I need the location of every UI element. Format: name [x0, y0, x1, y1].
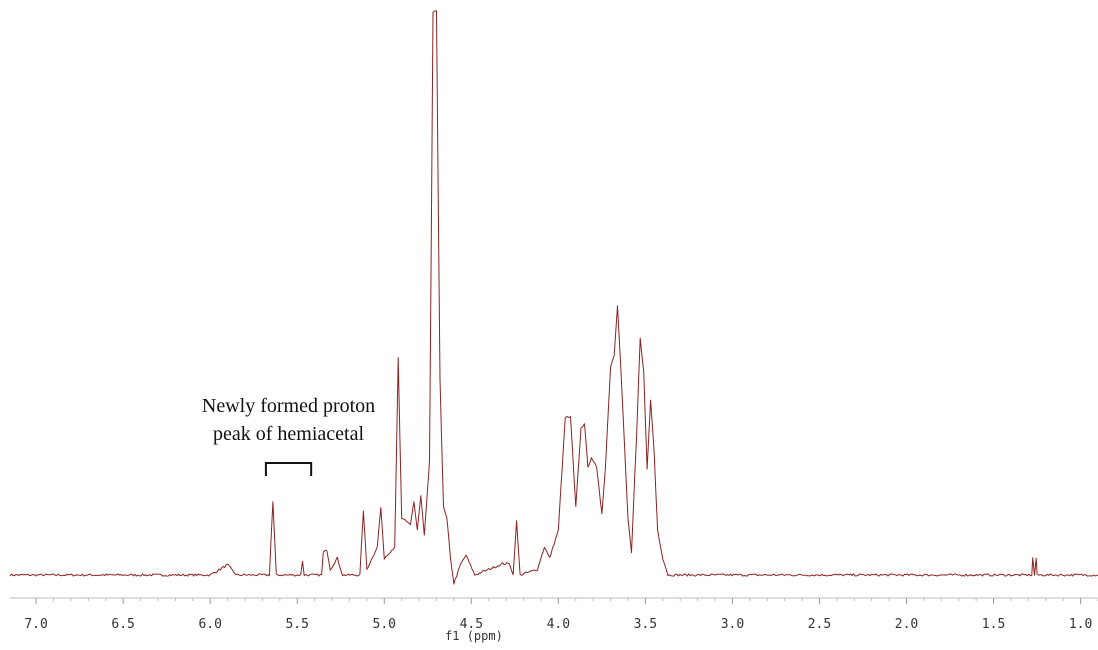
x-tick-label: 2.0	[895, 617, 918, 632]
x-tick-label: 4.5	[460, 617, 483, 632]
x-tick-label: 1.0	[1069, 617, 1092, 632]
x-axis-ticks	[35, 598, 1098, 604]
x-tick-label: 4.0	[547, 617, 570, 632]
x-axis-label: f1 (ppm)	[445, 629, 503, 643]
plot-area	[9, 10, 1098, 585]
annotation-line-1: Newly formed proton	[202, 395, 375, 417]
x-axis: 7.0 6.5 6.0 5.5 5.0 4.5 4.0 3.5 3.0 2.5 2.0 1.5 1.0 …	[10, 597, 1098, 643]
x-tick-label: 7.0	[24, 617, 47, 632]
annotation-line-2: peak of hemiacetal	[213, 423, 364, 445]
x-tick-label: 3.5	[634, 617, 657, 632]
x-axis-tick-labels: 7.0 6.5 6.0 5.5 5.0 4.5 4.0 3.5 3.0 2.5 2.0 1.5 1.0	[24, 617, 1092, 632]
annotation-bracket	[264, 462, 313, 476]
annotation-group: Newly formed proton peak of hemiacetal	[202, 395, 375, 476]
x-tick-label: 2.5	[808, 617, 831, 632]
spectrum-line	[9, 10, 1098, 585]
x-tick-label: 5.5	[285, 617, 308, 632]
x-tick-label: 6.5	[111, 617, 134, 632]
x-tick-label: 1.5	[982, 617, 1005, 632]
x-tick-label: 3.0	[721, 617, 744, 632]
x-tick-label: 6.0	[198, 617, 221, 632]
x-tick-label: 5.0	[373, 617, 396, 632]
